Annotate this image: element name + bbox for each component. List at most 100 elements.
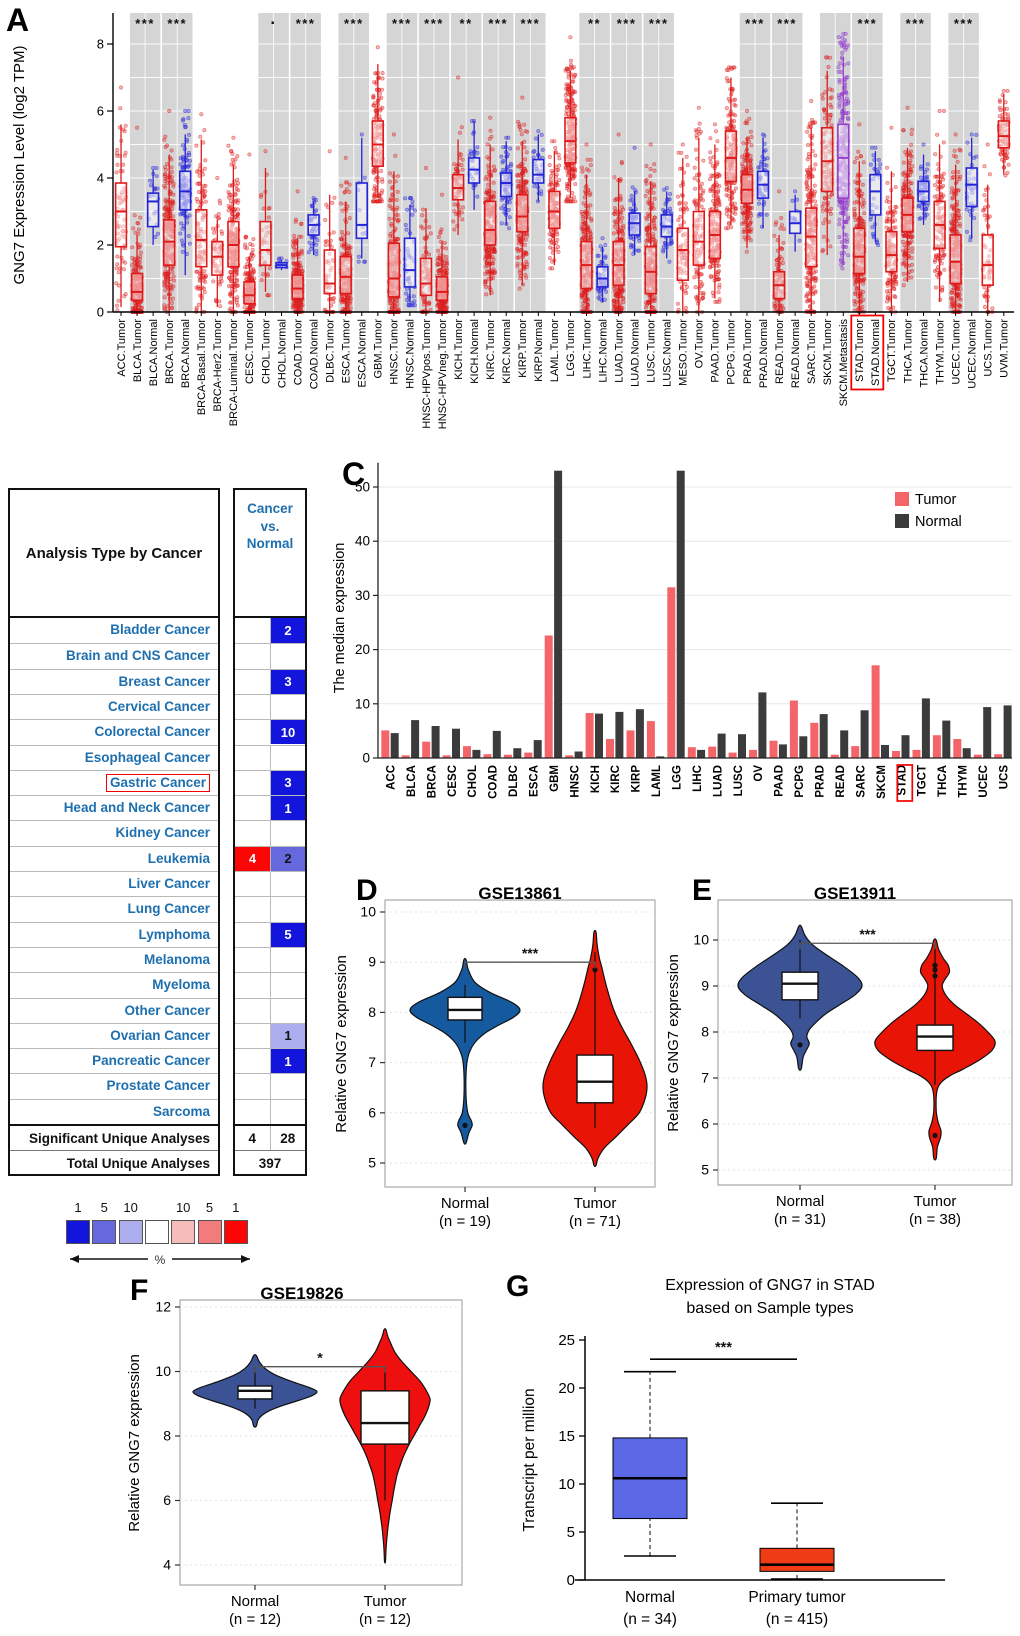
boxplot-THCA.Tumor: THCA.Tumor xyxy=(900,105,915,383)
panel-d-plot: Normal(n = 19)Tumor(n = 71)5678910Relati… xyxy=(333,899,656,1230)
cancer-row-ovarian-cancer: Ovarian Cancer xyxy=(10,1022,218,1048)
panel-f-label: F xyxy=(130,1274,149,1307)
count-cell-empty xyxy=(235,1049,270,1073)
count-cell-empty xyxy=(235,821,270,845)
scale-swatch xyxy=(66,1220,90,1244)
count-cells-row: 3 xyxy=(235,769,305,796)
category-label: KIRC xyxy=(610,765,622,793)
column-label: KIRP.Normal xyxy=(533,319,545,382)
boxplot-SKCM.Metastasis: SKCM.Metastasis xyxy=(836,31,851,406)
bar-normal-STAD xyxy=(901,735,910,758)
scale-swatch xyxy=(144,1220,169,1244)
count-cells-row: 10 xyxy=(235,719,305,745)
boxplot-OV.Tumor: OV.Tumor xyxy=(691,105,706,368)
bar-tumor-STAD xyxy=(892,751,900,758)
count-cell-blue-strong: 1 xyxy=(270,1049,305,1074)
stad-highlight-box xyxy=(896,764,914,802)
count-cell-empty xyxy=(235,746,270,770)
panel-d-label: D xyxy=(356,874,378,907)
count-cell-empty xyxy=(235,670,270,694)
cancer-row-lung-cancer: Lung Cancer xyxy=(10,896,218,921)
category-label: PAAD xyxy=(774,765,786,797)
significance-bracket xyxy=(254,1366,386,1373)
cancer-row-gastric-cancer: Gastric Cancer xyxy=(10,769,218,795)
count-cell-empty xyxy=(235,1100,270,1124)
count-cell-empty xyxy=(235,872,270,896)
count-cell-empty xyxy=(235,644,270,668)
column-label: ACC.Tumor xyxy=(116,319,128,377)
category-label: UCEC xyxy=(978,765,990,798)
count-cell-empty xyxy=(270,1099,305,1124)
cancer-vs-normal-column: Cancer vs. Normal 2 3 10 3 1 4 2 5 1 1 4 28 397 xyxy=(233,488,307,1176)
boxplot-KIRC.Tumor: KIRC.Tumor xyxy=(483,115,497,380)
boxplot-ESCA.Normal: ESCA.Normal xyxy=(355,132,369,387)
bar-tumor-UCEC xyxy=(973,754,982,758)
column-label: THCA.Normal xyxy=(918,319,930,387)
bar-normal-KIRC xyxy=(615,711,624,758)
count-cell-blue-strong: 3 xyxy=(270,669,305,694)
count-cells-row xyxy=(235,871,305,897)
scale-swatch xyxy=(92,1220,117,1244)
boxplot-UCEC.Tumor: UCEC.Tumor xyxy=(948,132,963,385)
category-label: HNSC xyxy=(569,765,581,798)
cancer-row-other-cancer: Other Cancer xyxy=(10,997,218,1023)
column-label: CHOL.Normal xyxy=(276,319,288,388)
count-cell-blue-light: 1 xyxy=(270,1023,305,1049)
bar-normal-DLBC xyxy=(513,748,522,758)
boxplot-CESC.Tumor: CESC.Tumor xyxy=(242,152,257,384)
category-label: BLCA xyxy=(406,765,418,797)
cancer-row-melanoma: Melanoma xyxy=(10,946,218,972)
count-cell-empty xyxy=(270,821,305,846)
bar-normal-PCPG xyxy=(799,736,808,758)
column-label: CESC.Tumor xyxy=(244,319,256,384)
boxplot-LUSC.Tumor: LUSC.Tumor xyxy=(643,142,658,383)
count-cell-blue-strong: 1 xyxy=(270,796,305,821)
boxplot-HNSC-HPVneg.Tumor: HNSC-HPVneg.Tumor xyxy=(435,192,449,429)
box-primary-tumor xyxy=(759,1502,835,1580)
significance-stars: *** xyxy=(522,945,539,961)
bar-normal-UCS xyxy=(1003,705,1012,758)
boxplot-BRCA-Basal.Tumor: BRCA-Basal.Tumor xyxy=(194,112,208,416)
bar-normal-THYM xyxy=(962,748,971,758)
bar-normal-KIRP xyxy=(635,709,644,758)
scale-swatch xyxy=(171,1220,196,1244)
scale-label: 5 xyxy=(100,1200,108,1215)
bar-tumor-LGG xyxy=(667,587,676,758)
cancer-row-lymphoma: Lymphoma xyxy=(10,921,218,947)
cancer-row-colorectal-cancer: Colorectal Cancer xyxy=(10,719,218,744)
boxplot-KIRC.Normal: KIRC.Normal xyxy=(499,135,513,384)
count-cell-empty xyxy=(270,947,305,973)
violin-tumor xyxy=(874,938,996,1161)
cancer-row-myeloma: Myeloma xyxy=(10,972,218,997)
bar-tumor-OV xyxy=(749,749,757,758)
bar-tumor-KICH xyxy=(585,713,594,758)
legend: Tumor Normal xyxy=(895,492,962,530)
column-label: BRCA-Basal.Tumor xyxy=(196,319,208,416)
count-cells-row: 1 xyxy=(235,1022,305,1049)
bar-tumor-DLBC xyxy=(503,754,512,758)
column-label: LIHC.Normal xyxy=(597,319,609,383)
boxplot-KICH.Tumor: KICH.Tumor xyxy=(451,75,465,380)
count-cells-row xyxy=(235,1073,305,1099)
bar-normal-PAAD xyxy=(778,744,787,758)
bar-tumor-HNSC xyxy=(565,755,574,758)
y-axis-label: GNG7 Expression Level (log2 TPM) xyxy=(11,46,28,285)
boxplot-BRCA-Luminal.Tumor: BRCA-Luminal.Tumor xyxy=(226,135,241,426)
bar-normal-HNSC xyxy=(574,751,583,758)
category-label: LAML xyxy=(651,765,663,797)
violin-normal xyxy=(409,957,521,1145)
panel-g-label: G xyxy=(506,1270,530,1303)
scale-label: 1 xyxy=(232,1200,240,1215)
boxplot-LGG.Tumor: LGG.Tumor xyxy=(563,35,578,377)
boxplot-LUAD.Normal: LUAD.Normal xyxy=(627,145,641,387)
column-label: DLBC.Tumor xyxy=(325,319,337,383)
legend-swatch-normal xyxy=(895,514,909,528)
bar-normal-UCEC xyxy=(983,707,992,758)
median-expression-bars xyxy=(381,470,1012,758)
boxplot-LUSC.Normal: LUSC.Normal xyxy=(659,186,674,387)
cancer-row-leukemia: Leukemia xyxy=(10,845,218,871)
boxplot-PCPG.Tumor: PCPG.Tumor xyxy=(723,65,738,385)
bar-normal-COAD xyxy=(492,730,501,758)
boxplot-LIHC.Tumor: LIHC.Tumor xyxy=(579,142,594,379)
group-n-label: (n = 12) xyxy=(229,1611,281,1628)
